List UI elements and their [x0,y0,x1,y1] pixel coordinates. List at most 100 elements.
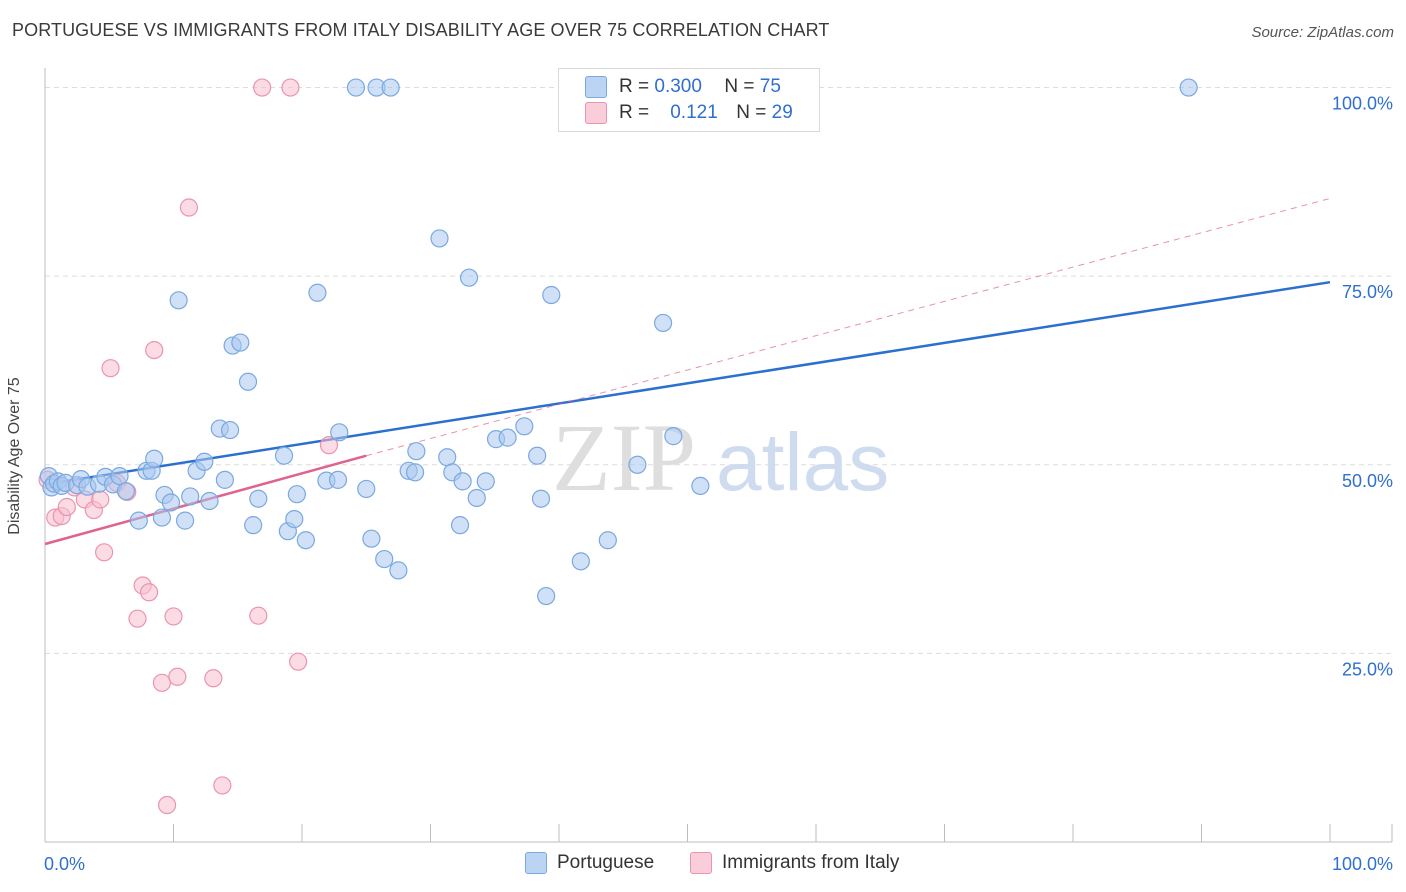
watermark-zip: ZIP [552,404,696,511]
data-point-portuguese [195,452,214,471]
bottom-legend-label-italy: Immigrants from Italy [722,852,900,873]
x-tick-label-min: 0.0% [44,854,85,874]
data-point-portuguese [152,508,172,527]
data-point-portuguese [653,313,673,333]
source-label: Source: ZipAtlas.com [1251,24,1394,41]
data-point-portuguese [537,586,556,606]
y-tick-label: 25.0% [1342,659,1393,679]
data-point-portuguese [169,291,188,310]
data-point-italy [213,776,232,795]
data-point-portuguese [528,446,547,465]
data-point-portuguese [231,333,250,352]
x-tick-label-max: 100.0% [1332,854,1393,874]
data-points [38,78,1198,815]
data-point-portuguese [238,372,258,391]
data-point-portuguese [249,489,268,508]
data-point-portuguese [308,283,327,302]
data-point-portuguese [346,78,366,97]
data-point-italy [157,795,177,815]
y-tick-label: 50.0% [1342,471,1393,491]
data-point-italy [289,652,308,671]
trendline-italy-extension [366,197,1331,457]
data-point-italy [168,667,187,686]
legend-r-value: 0.121 [670,102,718,123]
bottom-legend-swatch-italy [690,852,712,874]
data-point-portuguese [691,476,710,495]
bottom-legend-swatch-portuguese [525,852,547,874]
data-point-portuguese [664,427,683,446]
data-point-portuguese [220,420,240,440]
data-point-portuguese [362,529,381,548]
watermark-atlas: atlas [716,417,889,508]
legend-r-label: R = [619,76,650,97]
data-point-portuguese [515,417,534,436]
data-point-italy [204,669,223,688]
data-point-portuguese [430,229,449,248]
data-point-italy [57,497,76,517]
data-point-italy [164,607,183,626]
data-point-italy [152,673,172,692]
legend-r-value: 0.300 [654,76,702,97]
axes [44,68,1393,843]
data-point-portuguese [181,487,200,506]
stats-legend: R = 0.300 N = 75 R = 0.121 N = 29 [558,68,820,132]
bottom-legend-italy: Immigrants from Italy [690,852,899,874]
data-point-portuguese [453,472,472,491]
y-axis-label: Disability Age Over 75 [6,377,23,535]
data-point-portuguese [287,485,306,504]
data-point-portuguese [285,509,304,529]
data-point-portuguese [389,561,408,580]
data-point-portuguese [357,479,376,499]
data-point-italy [145,340,164,360]
data-point-portuguese [381,78,400,97]
legend-n-value: 75 [759,76,781,97]
data-point-italy [249,606,268,625]
legend-swatch-portuguese [585,76,607,98]
data-point-italy [95,543,114,562]
legend-swatch-italy [585,102,607,124]
data-point-portuguese [328,470,348,489]
data-point-portuguese [375,549,394,569]
data-point-portuguese [628,455,647,474]
data-point-portuguese [438,448,457,467]
data-point-portuguese [330,423,349,442]
data-point-portuguese [215,470,234,489]
legend-n-label: N = [736,102,767,123]
data-point-italy [139,583,159,602]
legend-n-value: 29 [771,102,793,123]
data-point-italy [179,198,199,217]
data-point-italy [91,490,110,509]
y-tick-label: 100.0% [1332,94,1393,114]
data-point-portuguese [450,516,470,535]
data-point-italy [319,436,339,455]
grid-lines [45,87,1392,654]
legend-n-label: N = [724,76,755,97]
y-tick-label: 75.0% [1342,282,1393,302]
data-point-portuguese [274,446,294,465]
data-point-portuguese [405,463,425,482]
data-point-portuguese [542,285,561,305]
data-point-portuguese [467,488,486,508]
data-point-portuguese [200,491,219,511]
chart-title: PORTUGUESE VS IMMIGRANTS FROM ITALY DISA… [12,20,830,40]
data-point-portuguese [116,482,136,501]
data-point-portuguese [175,511,195,530]
data-point-portuguese [110,466,129,486]
data-point-portuguese [531,489,551,508]
data-point-portuguese [161,493,181,512]
data-point-portuguese [476,472,495,491]
data-point-portuguese [571,552,590,571]
bottom-legend-label-portuguese: Portuguese [557,852,655,873]
data-point-portuguese [244,516,263,535]
data-point-portuguese [1179,78,1198,97]
data-point-portuguese [598,531,617,550]
bottom-legend-portuguese: Portuguese [525,852,654,874]
data-point-portuguese [498,428,517,447]
data-point-portuguese [129,511,148,530]
data-point-portuguese [145,449,164,468]
trendline-portuguese [44,280,1331,486]
watermark: ZIP atlas [552,404,889,511]
legend-row-italy: R = 0.121 N = 29 [585,101,793,125]
data-point-portuguese [407,442,426,461]
